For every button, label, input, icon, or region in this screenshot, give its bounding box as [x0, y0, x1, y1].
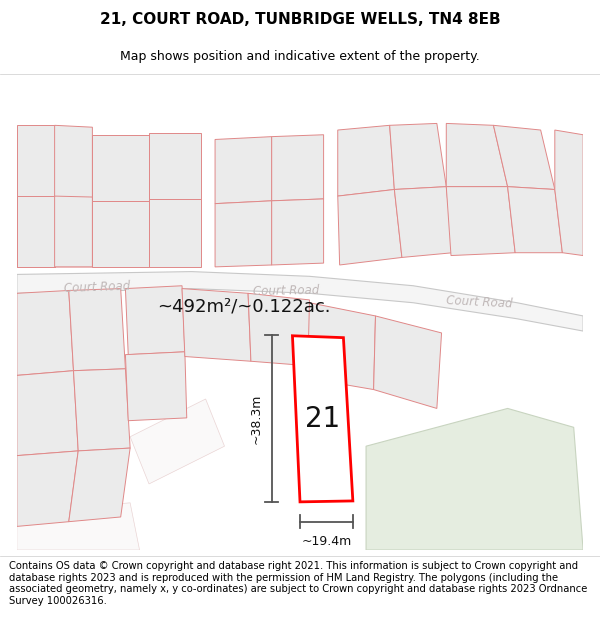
Polygon shape [17, 272, 583, 331]
Polygon shape [338, 189, 402, 265]
Polygon shape [555, 130, 583, 256]
Text: Court Road: Court Road [446, 294, 513, 311]
Polygon shape [149, 133, 201, 199]
Polygon shape [130, 399, 224, 484]
Polygon shape [394, 187, 453, 258]
Polygon shape [374, 316, 442, 409]
Polygon shape [215, 201, 272, 267]
Text: ~38.3m: ~38.3m [249, 393, 262, 444]
Polygon shape [338, 125, 394, 196]
Polygon shape [17, 291, 74, 376]
Polygon shape [508, 187, 562, 253]
Polygon shape [55, 125, 92, 267]
Text: Map shows position and indicative extent of the property.: Map shows position and indicative extent… [120, 50, 480, 62]
Polygon shape [308, 302, 376, 389]
Polygon shape [17, 451, 78, 526]
Polygon shape [366, 409, 583, 550]
Text: Court Road: Court Road [253, 283, 319, 298]
Polygon shape [125, 286, 185, 354]
Polygon shape [389, 123, 446, 189]
Polygon shape [446, 187, 515, 256]
Polygon shape [17, 371, 78, 456]
Text: ~19.4m: ~19.4m [301, 535, 352, 548]
Polygon shape [292, 336, 353, 502]
Polygon shape [69, 289, 125, 371]
Polygon shape [69, 448, 130, 522]
Polygon shape [17, 125, 55, 267]
Polygon shape [272, 199, 323, 265]
Polygon shape [248, 293, 311, 366]
Polygon shape [55, 196, 92, 267]
Text: 21, COURT ROAD, TUNBRIDGE WELLS, TN4 8EB: 21, COURT ROAD, TUNBRIDGE WELLS, TN4 8EB [100, 12, 500, 27]
Polygon shape [125, 352, 187, 421]
Polygon shape [272, 135, 323, 201]
Polygon shape [215, 137, 272, 204]
Text: 21: 21 [305, 405, 340, 433]
Polygon shape [149, 199, 201, 267]
Polygon shape [17, 503, 140, 550]
Polygon shape [92, 201, 149, 267]
Polygon shape [92, 135, 149, 201]
Polygon shape [74, 369, 130, 451]
Polygon shape [17, 196, 55, 267]
Polygon shape [493, 125, 555, 189]
Text: Court Road: Court Road [64, 280, 130, 295]
Text: ~492m²/~0.122ac.: ~492m²/~0.122ac. [157, 298, 330, 316]
Polygon shape [182, 289, 251, 361]
Text: Contains OS data © Crown copyright and database right 2021. This information is : Contains OS data © Crown copyright and d… [9, 561, 587, 606]
Polygon shape [446, 123, 508, 187]
